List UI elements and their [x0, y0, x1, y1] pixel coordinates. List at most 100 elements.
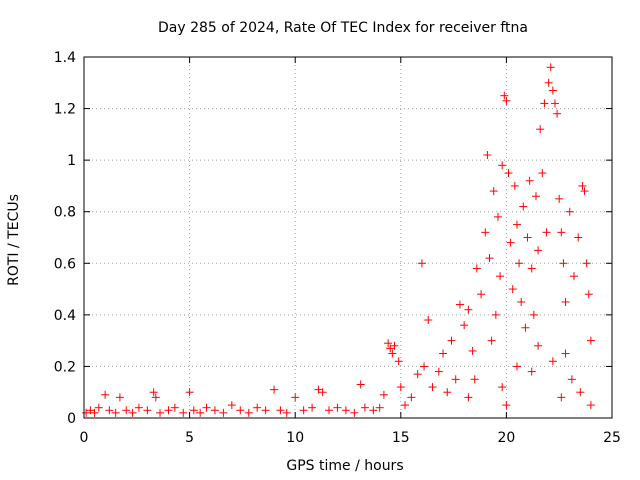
x-tick-label: 15: [392, 430, 410, 446]
data-point: [519, 202, 528, 211]
data-point: [202, 403, 211, 412]
data-point: [523, 233, 532, 242]
data-point: [472, 264, 481, 273]
data-point: [299, 406, 308, 415]
data-point: [487, 336, 496, 345]
data-point: [308, 403, 317, 412]
data-point: [506, 238, 515, 247]
data-point: [350, 408, 359, 417]
data-point: [111, 408, 120, 417]
data-point: [318, 388, 327, 397]
y-tick-label: 0.6: [54, 256, 76, 272]
data-point: [561, 297, 570, 306]
data-point: [101, 390, 110, 399]
data-point: [485, 254, 494, 263]
data-point: [314, 385, 323, 394]
data-point: [401, 401, 410, 410]
data-point: [82, 408, 91, 417]
x-tick-label: 0: [80, 430, 89, 446]
data-point: [567, 375, 576, 384]
data-point: [542, 228, 551, 237]
data-point: [491, 310, 500, 319]
data-point: [500, 91, 509, 100]
data-point: [540, 99, 549, 108]
x-tick-label: 20: [497, 430, 515, 446]
data-point: [428, 383, 437, 392]
data-point: [324, 406, 333, 415]
data-point: [384, 339, 393, 348]
data-point: [538, 169, 547, 178]
data-point: [386, 344, 395, 353]
data-point: [502, 401, 511, 410]
data-point: [527, 264, 536, 273]
data-point: [143, 406, 152, 415]
data-point: [244, 408, 253, 417]
data-point: [394, 357, 403, 366]
data-point: [451, 375, 460, 384]
y-tick-label: 0.4: [54, 308, 76, 324]
data-point: [546, 63, 555, 72]
data-point: [548, 86, 557, 95]
data-point: [156, 408, 165, 417]
axis-ticks: 0 0.2 0.4 0.6 0.8 1 1.2 1.4 0 5 10 15 20 25: [54, 50, 621, 446]
data-point: [413, 370, 422, 379]
data-point: [502, 96, 511, 105]
data-point: [580, 187, 589, 196]
data-point: [434, 367, 443, 376]
data-point: [464, 305, 473, 314]
data-point: [179, 408, 188, 417]
data-point: [517, 297, 526, 306]
data-point: [253, 403, 262, 412]
data-point: [578, 181, 587, 190]
data-point: [544, 78, 553, 87]
data-point: [529, 310, 538, 319]
data-point: [576, 388, 585, 397]
data-point: [508, 285, 517, 294]
data-point: [447, 336, 456, 345]
data-point: [360, 403, 369, 412]
data-point: [396, 383, 405, 392]
x-tick-label: 5: [185, 430, 194, 446]
y-tick-label: 0.8: [54, 205, 76, 221]
grid-lines: [84, 57, 612, 418]
data-point: [493, 212, 502, 221]
data-point: [122, 406, 131, 415]
data-point: [498, 383, 507, 392]
data-point: [291, 393, 300, 402]
data-point: [341, 406, 350, 415]
plot-frame: [83, 56, 613, 419]
data-point: [170, 403, 179, 412]
data-point: [534, 246, 543, 255]
data-point: [375, 403, 384, 412]
data-point: [536, 125, 545, 134]
data-point: [515, 259, 524, 268]
data-point: [489, 187, 498, 196]
data-point: [534, 341, 543, 350]
data-point: [388, 349, 397, 358]
data-point: [525, 176, 534, 185]
data-point: [496, 272, 505, 281]
data-point: [504, 169, 513, 178]
data-point: [439, 349, 448, 358]
data-point: [550, 99, 559, 108]
x-axis-title: GPS time / hours: [286, 458, 403, 474]
y-tick-label: 0: [67, 411, 76, 427]
data-point: [565, 207, 574, 216]
data-point: [90, 408, 99, 417]
data-point: [86, 406, 95, 415]
data-point: [151, 393, 160, 402]
data-point: [236, 406, 245, 415]
data-point: [521, 323, 530, 332]
y-tick-label: 1.4: [54, 50, 76, 66]
data-point: [417, 259, 426, 268]
data-point: [196, 408, 205, 417]
data-point: [115, 393, 124, 402]
data-point: [227, 401, 236, 410]
data-point: [553, 109, 562, 118]
data-point: [477, 290, 486, 299]
data-point: [333, 403, 342, 412]
x-tick-label: 10: [286, 430, 304, 446]
data-point: [149, 388, 158, 397]
data-point: [557, 228, 566, 237]
data-point: [134, 403, 143, 412]
